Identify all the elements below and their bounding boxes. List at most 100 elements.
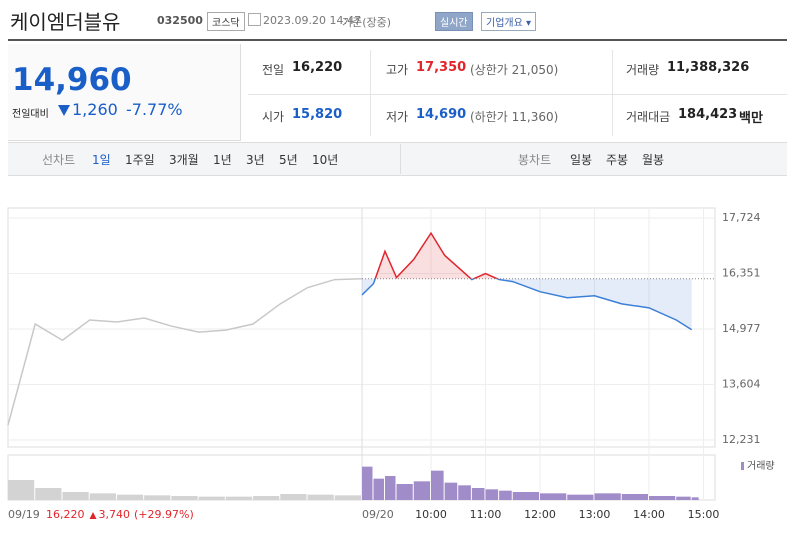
- rise-area: [362, 233, 692, 279]
- stat-unit: 백만: [739, 111, 763, 126]
- today-line-down: [361, 278, 693, 331]
- x-tick-label: 09/20: [362, 508, 394, 521]
- y-tick-label: 13,604: [722, 378, 761, 391]
- header-rule: [8, 39, 787, 41]
- volume-legend-swatch: [741, 462, 744, 470]
- volume-bar: [458, 485, 471, 500]
- volume-bar: [691, 497, 699, 500]
- volume-bar: [471, 488, 485, 500]
- volume-bar: [171, 496, 198, 500]
- tab-label: 봉차트: [518, 153, 552, 167]
- x-tick-label: 13:00: [579, 508, 611, 521]
- stat-label: 고가: [386, 63, 409, 77]
- tab-divider: [400, 144, 401, 174]
- tab-bar: [8, 142, 787, 176]
- volume-bar: [444, 482, 458, 500]
- stat-extra: (상한가 21,050): [470, 63, 559, 77]
- market-badge: 코스닥: [207, 12, 245, 31]
- volume-bar: [225, 496, 253, 500]
- stat-value: 17,350: [416, 60, 467, 75]
- x-tick-label: 10:00: [415, 508, 447, 521]
- today-line-up: [374, 231, 500, 279]
- tab[interactable]: 5년: [279, 153, 298, 167]
- volume-bar: [116, 494, 144, 500]
- volume-bar: [334, 495, 361, 500]
- change: 1,260: [72, 100, 118, 119]
- volume-bar: [8, 480, 35, 500]
- volume-bar: [567, 494, 594, 500]
- tab-label: 선차트: [42, 153, 76, 167]
- fall-area: [362, 278, 692, 330]
- y-tick-label: 17,724: [722, 211, 761, 224]
- stat-label: 저가: [386, 110, 409, 124]
- tab[interactable]: 10년: [312, 153, 339, 167]
- volume-bar: [676, 496, 691, 500]
- stats-divider: [612, 50, 613, 136]
- tab[interactable]: 1주일: [125, 153, 155, 167]
- stock-name: 케이엠더블유: [10, 10, 121, 34]
- stock-code: 032500: [157, 14, 203, 27]
- volume-bar: [512, 492, 539, 500]
- volume-bar: [499, 490, 512, 500]
- prev-change-pct: (+29.97%): [134, 508, 194, 521]
- current-price: 14,960: [12, 62, 132, 98]
- volume-bar: [35, 488, 62, 500]
- stat-label: 거래량: [626, 63, 660, 77]
- tab[interactable]: 일봉: [570, 153, 593, 167]
- stats-rule: [248, 94, 787, 95]
- tab[interactable]: 3개월: [169, 153, 199, 167]
- prev-day-line: [7, 278, 363, 426]
- tab[interactable]: 월봉: [642, 153, 665, 167]
- volume-legend: 거래량: [747, 460, 775, 472]
- volume-bar: [413, 481, 430, 500]
- company-button[interactable]: 기업개요 ▾: [481, 12, 537, 31]
- x-tick-label: 12:00: [524, 508, 556, 521]
- basis: 기준(장중): [342, 16, 392, 29]
- stat-label: 전일: [262, 63, 285, 77]
- tab[interactable]: 주봉: [606, 153, 629, 167]
- tab[interactable]: 3년: [246, 153, 265, 167]
- prev-close: 16,220: [46, 508, 85, 521]
- tab[interactable]: 1일: [92, 153, 111, 167]
- datetime: 2023.09.20 14:47: [263, 14, 362, 27]
- volume-bar: [385, 476, 396, 500]
- tab[interactable]: 1년: [213, 153, 232, 167]
- realtime-button[interactable]: 실시간: [435, 12, 473, 31]
- volume-bar: [89, 493, 116, 500]
- y-tick-label: 14,977: [722, 322, 761, 335]
- y-tick-label: 16,351: [722, 266, 761, 279]
- x-tick-label: 15:00: [688, 508, 720, 521]
- volume-bar: [62, 492, 89, 500]
- volume-bar: [280, 494, 307, 500]
- stat-value: 15,820: [292, 107, 343, 122]
- stat-value: 11,388,326: [667, 60, 750, 75]
- change-label: 전일대비: [12, 109, 49, 120]
- volume-bar: [540, 493, 567, 500]
- stats-divider: [370, 50, 371, 136]
- volume-bar: [396, 484, 413, 500]
- volume-bar: [431, 470, 444, 500]
- change-pct: -7.77%: [126, 100, 183, 119]
- stat-extra: (하한가 11,360): [470, 110, 559, 124]
- up-arrow: [89, 512, 97, 519]
- volume-bar: [594, 493, 621, 500]
- stat-label: 거래대금: [626, 110, 671, 124]
- x-tick-label: 11:00: [470, 508, 502, 521]
- volume-bar: [649, 496, 676, 500]
- price-box: 14,960 전일대비 1,260 -7.77%: [8, 44, 241, 141]
- stat-value: 184,423: [678, 107, 738, 122]
- stat-label: 시가: [262, 110, 285, 124]
- volume-bar: [362, 466, 373, 500]
- volume-bar: [253, 496, 280, 500]
- company-label: 기업개요: [486, 18, 523, 29]
- prev-change: 3,740: [99, 508, 131, 521]
- stat-value: 14,690: [416, 107, 467, 122]
- x-tick-label: 14:00: [633, 508, 665, 521]
- y-tick-label: 12,231: [722, 433, 761, 446]
- volume-bar: [198, 496, 225, 500]
- down-arrow: [58, 105, 70, 116]
- volume-bar: [485, 489, 499, 500]
